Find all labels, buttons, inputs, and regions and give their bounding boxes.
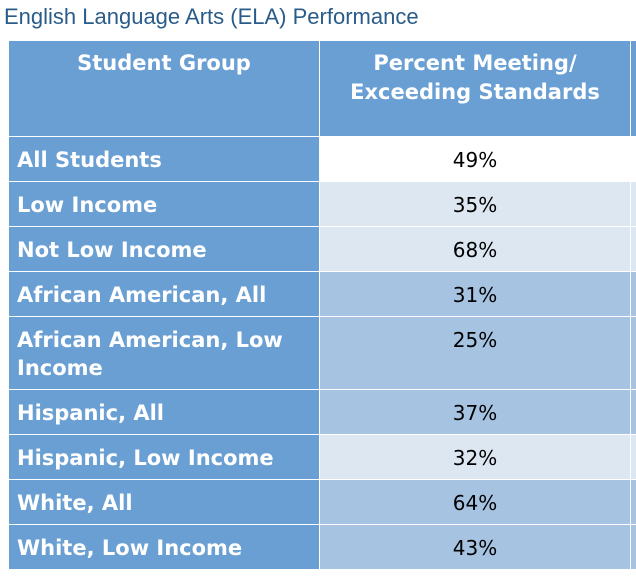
percent-value-cell: 32% bbox=[319, 434, 631, 480]
student-group-cell: African American, All bbox=[8, 271, 320, 317]
extra-column-cell bbox=[630, 434, 636, 480]
table-row: Not Low Income 68% bbox=[8, 226, 636, 272]
table-body: All Students 49% Low Income 35% Not Low Inco… bbox=[8, 136, 636, 570]
percent-value-cell: 31% bbox=[319, 271, 631, 317]
student-group-cell: Not Low Income bbox=[8, 226, 320, 272]
table-header-row: Student Group Percent Meeting/ Exceeding… bbox=[8, 40, 636, 137]
table-row: White, Low Income 43% bbox=[8, 524, 636, 570]
student-group-cell: African American, Low Income bbox=[8, 316, 320, 390]
percent-value-cell: 37% bbox=[319, 389, 631, 435]
ela-performance-table: Student Group Percent Meeting/ Exceeding… bbox=[8, 40, 636, 570]
table-row: African American, All 31% bbox=[8, 271, 636, 317]
header-percent-line-2: Exceeding Standards bbox=[350, 80, 600, 104]
student-group-cell: Hispanic, Low Income bbox=[8, 434, 320, 480]
table-row: All Students 49% bbox=[8, 136, 636, 182]
percent-value-cell: 43% bbox=[319, 524, 631, 570]
extra-column-cell bbox=[630, 226, 636, 272]
extra-column-cell bbox=[630, 389, 636, 435]
student-group-cell: Low Income bbox=[8, 181, 320, 227]
table-row: Low Income 35% bbox=[8, 181, 636, 227]
table-row: White, All 64% bbox=[8, 479, 636, 525]
student-group-cell: White, All bbox=[8, 479, 320, 525]
table-row: Hispanic, All 37% bbox=[8, 389, 636, 435]
percent-value-cell: 25% bbox=[319, 316, 631, 390]
table-row: Hispanic, Low Income 32% bbox=[8, 434, 636, 480]
percent-value-cell: 68% bbox=[319, 226, 631, 272]
percent-value-cell: 49% bbox=[319, 136, 631, 182]
header-student-group: Student Group bbox=[8, 40, 320, 137]
student-group-cell: Hispanic, All bbox=[8, 389, 320, 435]
extra-column-cell bbox=[630, 316, 636, 390]
percent-value-cell: 35% bbox=[319, 181, 631, 227]
student-group-cell: All Students bbox=[8, 136, 320, 182]
extra-column-cell bbox=[630, 181, 636, 227]
table-row: African American, Low Income 25% bbox=[8, 316, 636, 390]
student-group-cell: White, Low Income bbox=[8, 524, 320, 570]
extra-column-cell bbox=[630, 136, 636, 182]
percent-value-cell: 64% bbox=[319, 479, 631, 525]
page-title: English Language Arts (ELA) Performance bbox=[4, 4, 419, 29]
extra-column-cell bbox=[630, 524, 636, 570]
header-percent-meeting: Percent Meeting/ Exceeding Standards bbox=[319, 40, 631, 137]
header-extra-column bbox=[630, 40, 636, 137]
extra-column-cell bbox=[630, 271, 636, 317]
extra-column-cell bbox=[630, 479, 636, 525]
header-percent-line-1: Percent Meeting/ bbox=[373, 51, 577, 75]
